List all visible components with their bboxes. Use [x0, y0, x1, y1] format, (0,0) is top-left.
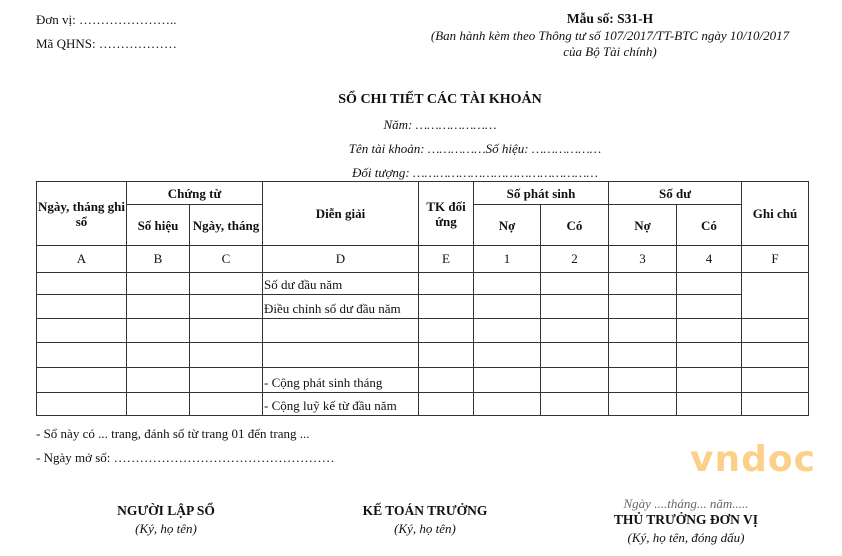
header-note: Ghi chú	[741, 181, 809, 246]
ledger-table: Ngày, tháng ghi sổ Chứng từ Diễn giải TK…	[36, 181, 809, 416]
accountant-signature: KẾ TOÁN TRƯỞNG (Ký, họ tên)	[325, 503, 525, 537]
issued-line-1: (Ban hành kèm theo Thông tư số 107/2017/…	[430, 28, 790, 43]
header-date: Ngày, tháng ghi sổ	[36, 181, 127, 246]
vndoc-watermark-logo: vndoc	[690, 439, 816, 480]
accountant-subtitle: (Ký, họ tên)	[394, 521, 456, 536]
code-cell: D	[262, 245, 419, 273]
row-description	[262, 342, 419, 368]
preparer-subtitle: (Ký, họ tên)	[135, 521, 197, 536]
form-number: Mẫu số: S31-H	[566, 11, 654, 26]
open-date-note: - Ngày mở sổ: ……………………………………………	[36, 450, 335, 465]
row-description: Số dư đầu năm	[262, 272, 419, 295]
issued-line-2: của Bộ Tài chính)	[563, 44, 657, 59]
table-row: Số dư đầu năm	[36, 272, 809, 319]
code-cell: C	[189, 245, 263, 273]
code-cell: 1	[473, 245, 541, 273]
head-title: THỦ TRƯỞNG ĐƠN VỊ	[613, 512, 759, 527]
pages-note: - Sổ này có ... trang, đánh số từ trang …	[36, 426, 310, 441]
code-cell: E	[418, 245, 474, 273]
table-row: - Cộng phát sinh tháng	[36, 367, 809, 393]
qhns-field: Mã QHNS: ………………	[36, 36, 177, 51]
account-field: Tên tài khoản: ……………Số hiệu: ………………	[348, 141, 602, 156]
header-arising-debit: Nợ	[473, 204, 541, 246]
header-voucher: Chứng từ	[126, 181, 263, 205]
row-description: - Cộng luỹ kế từ đầu năm	[262, 392, 419, 416]
head-signature: Ngày ....tháng... năm..... THỦ TRƯỞNG ĐƠ…	[586, 496, 786, 546]
header-arising-credit: Có	[540, 204, 609, 246]
row-description	[262, 318, 419, 343]
year-field: Năm: …………………	[383, 117, 497, 132]
note-cell	[741, 272, 809, 319]
code-row: A B C D E 1 2 3 4 F	[36, 245, 809, 273]
header-contra-account: TK đối ứng	[418, 181, 474, 246]
header-arising: Số phát sinh	[473, 181, 609, 205]
head-subtitle: (Ký, họ tên, đóng dấu)	[627, 530, 745, 545]
accountant-title: KẾ TOÁN TRƯỞNG	[362, 503, 488, 518]
preparer-title: NGƯỜI LẬP SỔ	[117, 503, 215, 518]
header-balance-debit: Nợ	[608, 204, 677, 246]
row-description: Điều chỉnh số dư đầu năm	[262, 294, 419, 319]
signature-date-line: Ngày ....tháng... năm.....	[623, 496, 749, 511]
table-row	[36, 342, 809, 368]
header-balance: Số dư	[608, 181, 742, 205]
code-cell: 3	[608, 245, 677, 273]
code-cell: A	[36, 245, 127, 273]
header-description: Diễn giải	[262, 181, 419, 246]
table-row: Điều chỉnh số dư đầu năm	[36, 294, 809, 319]
page-title: SỔ CHI TIẾT CÁC TÀI KHOẢN	[338, 92, 542, 107]
table-row	[36, 318, 809, 343]
subject-field: Đối tượng: …………………………………………	[352, 165, 598, 180]
header-voucher-number: Số hiệu	[126, 204, 190, 246]
row-description: - Cộng phát sinh tháng	[262, 367, 419, 393]
code-cell: 2	[540, 245, 609, 273]
unit-field: Đơn vị: …………………..	[36, 12, 177, 27]
code-cell: F	[741, 245, 809, 273]
header-voucher-date: Ngày, tháng	[189, 204, 263, 246]
preparer-signature: NGƯỜI LẬP SỔ (Ký, họ tên)	[66, 503, 266, 537]
header-balance-credit: Có	[676, 204, 742, 246]
table-row: - Cộng luỹ kế từ đầu năm	[36, 392, 809, 416]
code-cell: B	[126, 245, 190, 273]
code-cell: 4	[676, 245, 742, 273]
